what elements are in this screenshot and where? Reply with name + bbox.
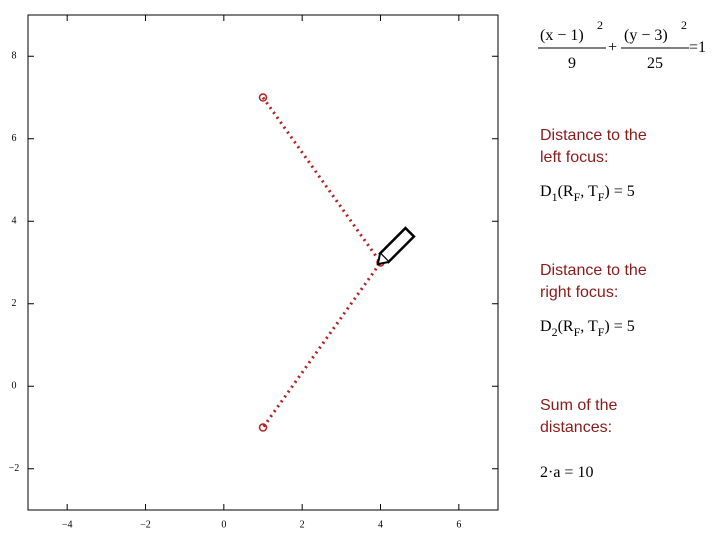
point-marker [258,423,268,432]
label: Sum of the [540,397,617,414]
y-tick-label: 0 [12,381,17,392]
formula-part: , T [580,183,598,200]
label: Distance to the [540,127,647,144]
distance-formula: D1(RF, TF) = 5 [540,183,635,204]
sum-formula: 2·a = 10 [540,464,593,481]
y-tick-label: 8 [12,51,17,62]
label: left focus: [540,149,608,166]
subscript: F [598,325,605,339]
distance-line [261,96,383,429]
formula-part: = 5 [610,183,635,200]
formula-part: (R [558,183,574,200]
label: Distance to the [540,262,647,279]
y-tick-label: 6 [12,133,17,144]
eq-num: (y − 3) [624,27,668,44]
formula-part: , T [580,318,598,335]
eq-exp: 2 [597,18,603,32]
eq-den: 9 [568,55,576,72]
x-tick-label: 4 [378,519,383,530]
eq-num: (x − 1) [540,27,584,44]
subscript: 2 [552,325,558,339]
y-tick-label: 4 [12,216,17,227]
subscript: F [574,190,581,204]
formula-part: ) [604,183,609,200]
label: right focus: [540,284,618,301]
plot: −4 −2 0 2 4 6 −2 0 2 4 6 8 [9,15,498,530]
subscript: 1 [552,190,558,204]
x-tick-label: 6 [456,519,461,530]
point-marker [258,93,268,102]
subscript: F [598,190,605,204]
label: distances: [540,419,612,436]
formula-part: D [540,183,552,200]
equation: (x − 1) 2 9 + (y − 3) 2 25 =1 [538,18,706,72]
pen-cursor [376,226,416,266]
eq-exp: 2 [681,18,687,32]
distance-formula: D2(RF, TF) = 5 [540,318,635,339]
x-tick-label: 2 [300,519,305,530]
eq-plus: + [608,39,617,56]
subscript: F [574,325,581,339]
formula-part: D [540,318,552,335]
plot-frame [27,14,499,511]
y-tick-label: −2 [9,463,20,474]
formula-part: = 5 [610,318,635,335]
x-tick-label: 0 [221,519,226,530]
x-tick-label: −2 [140,519,151,530]
x-tick-label: −4 [62,519,73,530]
y-tick-label: 2 [12,298,17,309]
formula-part: (R [558,318,574,335]
eq-rhs: =1 [689,39,706,56]
formula-part: ) [604,318,609,335]
eq-den: 25 [647,55,663,72]
